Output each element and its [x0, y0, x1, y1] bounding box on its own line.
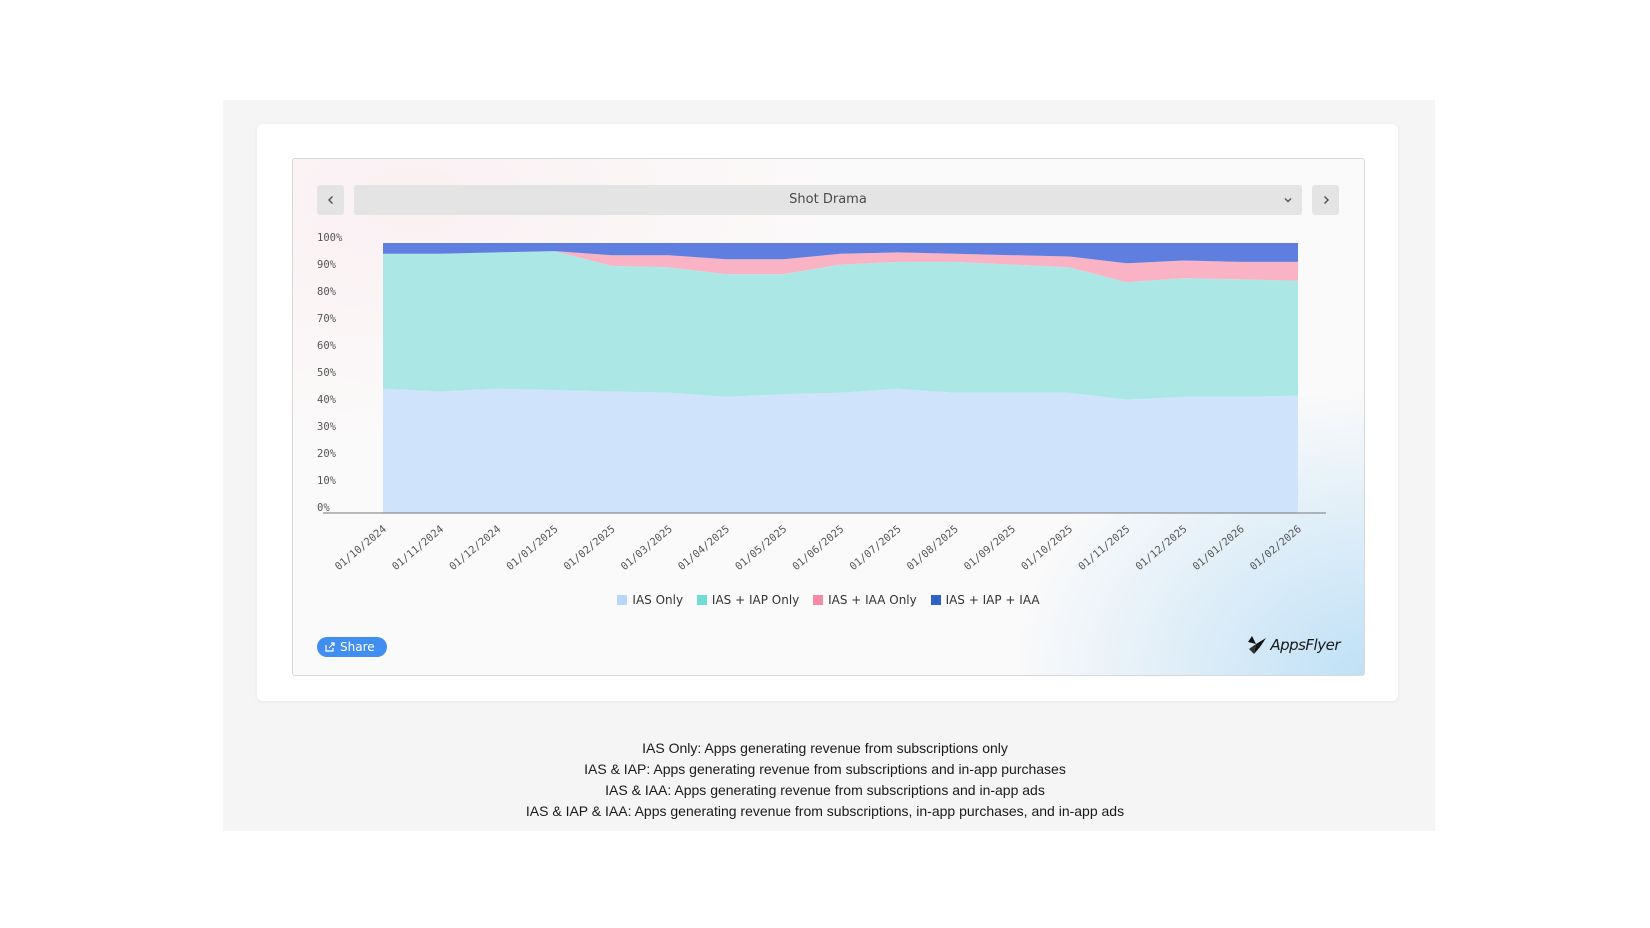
chevron-right-icon	[1323, 195, 1329, 205]
note-line: IAS Only: Apps generating revenue from s…	[642, 740, 1008, 756]
x-tick-label: 01/06/2025	[790, 523, 846, 573]
x-tick-label: 01/02/2025	[562, 523, 618, 573]
stacked-area-chart: 0% 10% 20% 30% 40% 50% 60% 70% 80% 90% 100% 01/10/2…	[317, 232, 1326, 573]
category-dropdown-label: Shot Drama	[789, 192, 867, 207]
legend-item-ias-iap-only[interactable]: IAS + IAP Only	[696, 593, 800, 607]
area-ias-iap-only	[383, 251, 1298, 400]
chart-legend: IAS Only IAS + IAP Only IAS + IAA Only I…	[293, 593, 1364, 608]
chevron-down-icon	[1284, 198, 1292, 203]
note-line: IAS & IAP & IAA: Apps generating revenue…	[525, 803, 1125, 819]
x-tick-label: 01/12/2025	[1133, 523, 1189, 573]
area-ias-iaa-only	[383, 251, 1298, 283]
share-label: Share	[340, 640, 375, 654]
chevron-left-icon	[327, 195, 333, 205]
y-tick-label: 60%	[317, 340, 337, 352]
definitions-notes: IAS Only: Apps generating revenue from s…	[0, 738, 1650, 822]
legend-item-ias-iaa-only[interactable]: IAS + IAA Only	[813, 593, 917, 607]
y-tick-label: 20%	[317, 448, 337, 460]
share-icon	[325, 642, 335, 652]
y-tick-label: 10%	[317, 475, 337, 487]
legend-swatch	[696, 595, 707, 605]
x-tick-label: 01/08/2025	[905, 523, 961, 573]
x-tick-label: 01/01/2026	[1191, 523, 1247, 573]
y-tick-label: 50%	[317, 367, 337, 379]
x-tick-label: 01/12/2024	[447, 523, 503, 573]
x-tick-label: 01/09/2025	[962, 523, 1018, 573]
x-tick-label: 01/03/2025	[619, 523, 675, 573]
area-ias-only	[383, 388, 1298, 513]
x-tick-label: 01/07/2025	[847, 523, 903, 573]
legend-swatch	[813, 595, 824, 605]
legend-swatch	[617, 595, 628, 605]
x-tick-label: 01/10/2025	[1019, 523, 1075, 573]
share-button[interactable]: Share	[317, 637, 387, 657]
chart-panel: Shot Drama 0% 10% 20% 30% 40% 50% 60% 70% 80% 90%…	[292, 158, 1365, 676]
x-tick-label: 01/11/2025	[1076, 523, 1132, 573]
y-tick-label: 100%	[317, 232, 343, 244]
x-tick-label: 01/02/2026	[1248, 523, 1304, 573]
legend-label: IAS + IAP + IAA	[945, 593, 1040, 607]
category-dropdown[interactable]: Shot Drama	[354, 185, 1302, 215]
y-tick-label: 30%	[317, 421, 337, 433]
legend-item-ias-only[interactable]: IAS Only	[617, 593, 683, 607]
legend-label: IAS Only	[632, 593, 684, 607]
appsflyer-bird-icon	[1248, 636, 1267, 654]
note-line: IAS & IAA: Apps generating revenue from …	[605, 782, 1045, 798]
legend-label: IAS + IAA Only	[828, 593, 917, 607]
note-line: IAS & IAP: Apps generating revenue from …	[584, 761, 1066, 777]
legend-label: IAS + IAP Only	[711, 593, 800, 607]
y-tick-label: 90%	[317, 259, 337, 271]
next-button[interactable]	[1312, 185, 1339, 215]
y-tick-label: 70%	[317, 313, 337, 325]
y-tick-label: 80%	[317, 286, 337, 298]
x-tick-label: 01/04/2025	[676, 523, 732, 573]
legend-swatch	[930, 595, 941, 605]
x-tick-label: 01/10/2024	[333, 523, 389, 573]
appsflyer-logo: AppsFlyer	[1246, 634, 1340, 656]
area-ias-iap-iaa	[383, 243, 1298, 264]
x-tick-label: 01/01/2025	[504, 523, 560, 573]
x-tick-label: 01/11/2024	[390, 523, 446, 573]
x-tick-label: 01/05/2025	[733, 523, 789, 573]
y-tick-label: 0%	[317, 502, 330, 514]
legend-item-ias-iap-iaa[interactable]: IAS + IAP + IAA	[930, 593, 1040, 607]
logo-text: AppsFlyer	[1270, 636, 1340, 654]
y-tick-label: 40%	[317, 394, 337, 406]
previous-button[interactable]	[317, 185, 344, 215]
